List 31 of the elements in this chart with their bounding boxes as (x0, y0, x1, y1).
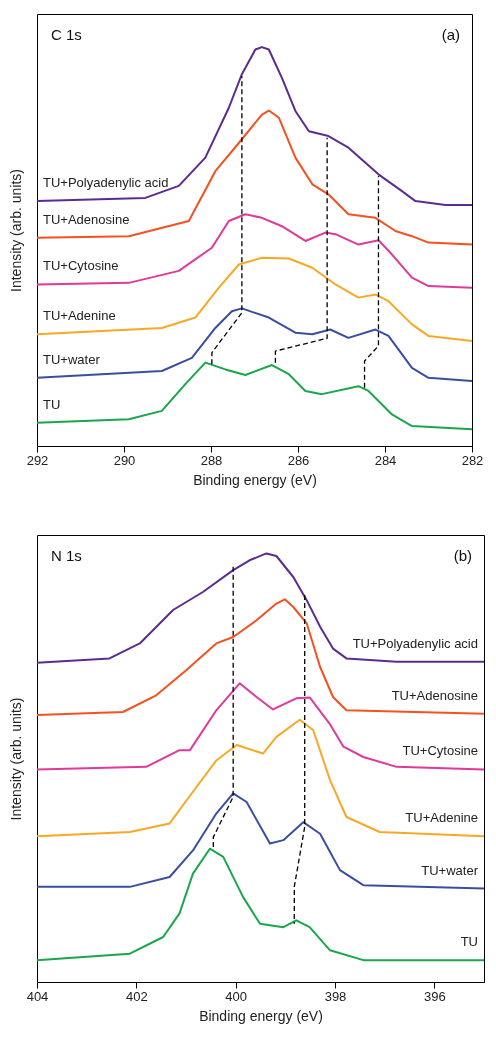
annotation: (b) (453, 547, 472, 564)
x-tick-label: 286 (287, 452, 310, 468)
series-label: TU+water (43, 351, 101, 367)
y-axis-title: Intensity (arb. units) (7, 169, 24, 292)
series-label: TU+Adenine (405, 810, 478, 826)
text: (a) (441, 26, 460, 43)
text: C 1s (51, 26, 82, 43)
x-axis-title: Binding energy (eV) (193, 471, 317, 488)
annotation: N 1s (51, 547, 82, 564)
series-label: TU (460, 934, 478, 950)
series-label: TU+Cytosine (43, 258, 119, 274)
x-tick-label: 290 (113, 452, 136, 468)
x-tick-label: 398 (324, 988, 347, 1004)
x-tick-label: 284 (374, 452, 397, 468)
series-label: TU+Adenosine (43, 211, 130, 227)
series-label: TU+Cytosine (402, 743, 478, 759)
series-label: TU+Polyadenylic acid (43, 175, 169, 191)
x-tick-label: 404 (26, 988, 49, 1004)
series-label: TU+Adenosine (391, 687, 478, 703)
series-label: TU+Adenine (43, 308, 116, 324)
x-tick-label: 288 (200, 452, 223, 468)
series-label: TU+Polyadenylic acid (352, 635, 478, 651)
x-axis-title: Binding energy (eV) (199, 1007, 323, 1024)
y-axis-title: Intensity (arb. units) (7, 697, 24, 821)
x-tick-label: 282 (461, 452, 484, 468)
series-label: TU (43, 396, 61, 412)
series-label: TU+water (421, 862, 479, 878)
x-tick-label: 400 (225, 988, 248, 1004)
x-tick-label: 396 (423, 988, 446, 1004)
x-tick-label: 402 (125, 988, 148, 1004)
x-tick-label: 292 (26, 452, 49, 468)
